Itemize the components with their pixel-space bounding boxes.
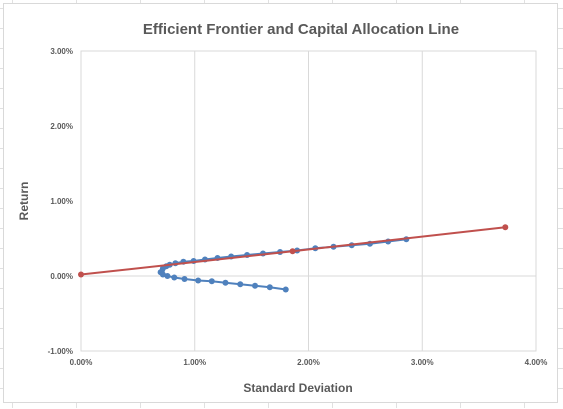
series-3 <box>78 224 509 278</box>
chart-area[interactable]: Efficient Frontier and Capital Allocatio… <box>3 3 558 403</box>
y-axis-title: Return <box>17 182 31 221</box>
data-point[interactable] <box>208 278 215 285</box>
data-point[interactable] <box>78 271 84 278</box>
chart-title: Efficient Frontier and Capital Allocatio… <box>143 21 459 38</box>
x-axis-ticks: 0.00% 1.00% 2.00% 3.00% 4.00% <box>70 358 548 367</box>
data-point[interactable] <box>237 281 244 288</box>
data-point[interactable] <box>195 277 202 284</box>
data-point[interactable] <box>502 224 509 231</box>
y-tick-label: 3.00% <box>50 47 73 56</box>
data-point[interactable] <box>181 276 188 282</box>
x-tick-label: 3.00% <box>411 358 434 367</box>
series-2 <box>157 269 289 293</box>
data-point[interactable] <box>159 271 166 278</box>
data-point[interactable] <box>289 248 296 255</box>
gridlines <box>81 51 536 351</box>
x-tick-label: 4.00% <box>525 358 548 367</box>
x-tick-label: 1.00% <box>183 358 206 367</box>
y-axis-ticks: -1.00% 0.00% 1.00% 2.00% 3.00% <box>48 47 73 356</box>
y-tick-label: 0.00% <box>50 272 73 281</box>
data-point[interactable] <box>252 282 259 289</box>
data-series <box>78 224 509 293</box>
data-point[interactable] <box>222 279 229 286</box>
data-point[interactable] <box>282 286 289 293</box>
data-point[interactable] <box>164 273 171 279</box>
y-tick-label: 1.00% <box>50 197 73 206</box>
x-axis-title: Standard Deviation <box>243 381 352 395</box>
chart-svg: Efficient Frontier and Capital Allocatio… <box>17 21 548 395</box>
y-tick-label: 2.00% <box>50 122 73 131</box>
x-tick-label: 0.00% <box>70 358 93 367</box>
y-tick-label: -1.00% <box>48 347 73 356</box>
x-tick-label: 2.00% <box>297 358 320 367</box>
data-point[interactable] <box>171 274 178 281</box>
data-point[interactable] <box>266 284 273 291</box>
